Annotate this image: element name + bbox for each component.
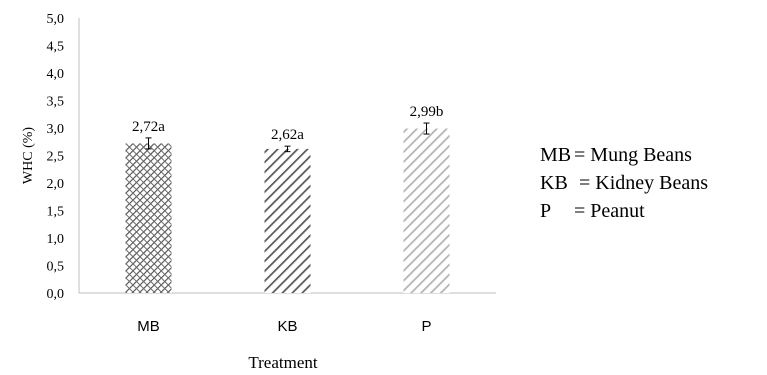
x-tick-label-mb: MB <box>137 318 160 335</box>
legend: MB = Mung Beans KB = Kidney Beans P = Pean… <box>540 141 708 225</box>
legend-text: = Peanut <box>574 200 645 222</box>
y-tick-label: 4,5 <box>47 40 65 55</box>
y-tick-label: 2,0 <box>47 177 65 192</box>
legend-item-mb: MB = Mung Beans <box>540 141 708 169</box>
x-tick-label-p: P <box>421 318 431 335</box>
data-label-kb: 2,62a <box>271 127 304 143</box>
y-tick-label: 1,5 <box>47 205 65 220</box>
x-tick-label-kb: KB <box>277 318 297 335</box>
y-tick-label: 0,0 <box>47 287 65 302</box>
legend-item-p: P = Peanut <box>540 197 708 225</box>
y-tick-label: 1,0 <box>47 232 65 247</box>
y-tick-label: 3,5 <box>47 95 65 110</box>
x-axis-categories: MB KB P <box>137 318 431 335</box>
data-label-p: 2,99b <box>410 104 444 120</box>
y-tick-label: 3,0 <box>47 122 65 137</box>
error-bar-p <box>423 122 430 135</box>
legend-text: = Mung Beans <box>574 144 692 166</box>
y-tick-label: 0,5 <box>47 260 65 275</box>
bar-p <box>403 128 450 293</box>
legend-text: = Kidney Beans <box>574 172 709 194</box>
legend-abbr: P <box>540 200 552 222</box>
x-axis-title: Treatment <box>248 353 318 372</box>
error-bar-mb <box>145 137 152 150</box>
y-tick-label: 5,0 <box>47 12 65 27</box>
bar-mb <box>125 143 172 293</box>
bar-kb <box>264 148 311 293</box>
legend-item-kb: KB = Kidney Beans <box>540 169 708 197</box>
error-bar-kb <box>284 145 291 153</box>
y-tick-label: 2,5 <box>47 150 65 165</box>
y-axis-ticks: 0,0 0,5 1,0 1,5 2,0 2,5 3,0 3,5 4,0 4,5 5,0 <box>47 12 65 302</box>
y-tick-label: 4,0 <box>47 67 65 82</box>
legend-abbr: KB <box>540 172 568 194</box>
data-label-mb: 2,72a <box>132 119 165 135</box>
bars: 2,72a 2,62a 2,99b <box>125 104 450 293</box>
y-axis-title: WHC (%) <box>21 127 36 184</box>
legend-abbr: MB <box>540 144 572 166</box>
